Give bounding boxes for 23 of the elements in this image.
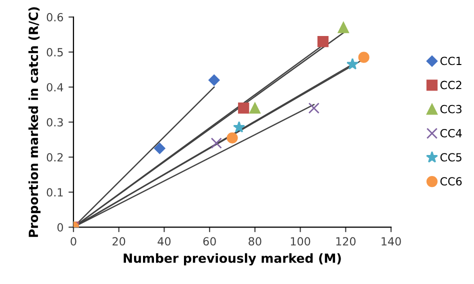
y-tick-label: 0.2 <box>46 153 63 162</box>
y-tick-label: 0.3 <box>46 118 63 126</box>
x-axis-title: Number previously marked (M) <box>124 253 341 266</box>
legend-label: CC1 <box>440 56 462 66</box>
legend-label: CC2 <box>440 80 462 90</box>
y-tick-label: 0 <box>57 223 64 232</box>
x-tick-label: 140 <box>382 237 401 246</box>
x-tick-label: 0 <box>70 237 76 246</box>
legend-label: CC4 <box>440 128 462 138</box>
x-tick-label: 80 <box>248 237 262 246</box>
x-tick-label: 60 <box>203 237 216 246</box>
y-tick-label: 0.6 <box>46 13 64 22</box>
x-tick-label: 40 <box>158 237 171 246</box>
legend-label: CC5 <box>440 153 462 162</box>
y-axis-title: Proportion marked in catch (R/C) <box>28 7 41 237</box>
x-tick-label: 20 <box>112 237 126 246</box>
y-tick-label: 0.4 <box>46 83 64 92</box>
x-tick-label: 100 <box>290 237 310 246</box>
x-tick-label: 120 <box>336 237 356 246</box>
legend-label: CC6 <box>440 177 462 186</box>
legend-label: CC3 <box>440 104 462 114</box>
y-tick-label: 0.1 <box>46 188 63 197</box>
y-tick-label: 0.5 <box>46 48 63 56</box>
